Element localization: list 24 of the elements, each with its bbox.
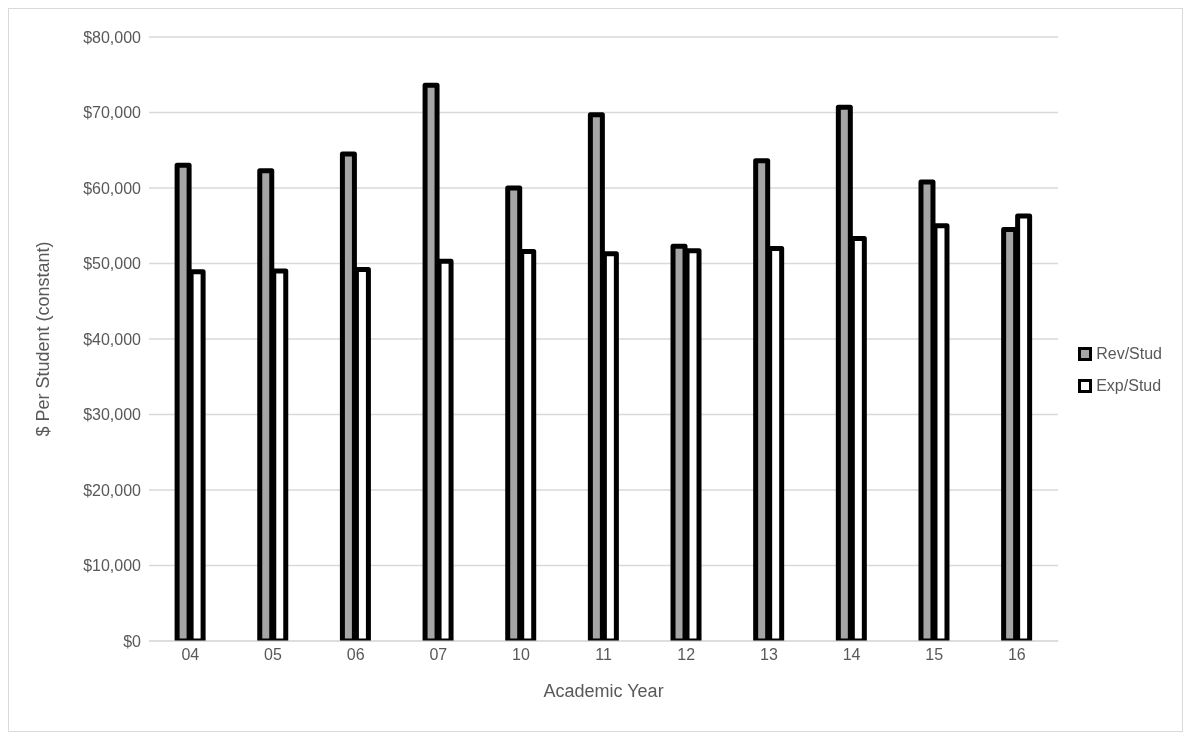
y-axis-title: $ Per Student (constant): [33, 241, 54, 437]
y-tick-label: $40,000: [83, 330, 142, 348]
y-tick-label: $0: [123, 632, 142, 650]
x-tick-label: 16: [1007, 646, 1026, 664]
y-tick-label: $30,000: [83, 406, 142, 424]
y-tick-label: $80,000: [83, 28, 142, 46]
x-axis-title: Academic Year: [543, 681, 664, 701]
x-tick-label: 04: [181, 646, 200, 664]
x-tick-label: 11: [595, 646, 612, 664]
x-tick-label: 13: [760, 646, 778, 664]
x-tick-label: 15: [925, 646, 944, 664]
x-tick-label: 07: [429, 646, 448, 664]
x-tick-label: 14: [842, 646, 861, 664]
x-tick-label: 12: [677, 646, 696, 664]
y-tick-label: $20,000: [83, 481, 142, 499]
y-tick-label: $70,000: [83, 104, 142, 122]
x-tick-label: 10: [512, 646, 530, 664]
legend-label: Exp/Stud: [1096, 377, 1162, 395]
y-tick-label: $50,000: [83, 255, 142, 273]
y-tick-label: $60,000: [83, 179, 142, 197]
x-tick-label: 05: [264, 646, 282, 664]
y-tick-label: $10,000: [83, 557, 142, 575]
x-tick-label: 06: [346, 646, 365, 664]
legend-label: Rev/Stud: [1096, 345, 1162, 363]
